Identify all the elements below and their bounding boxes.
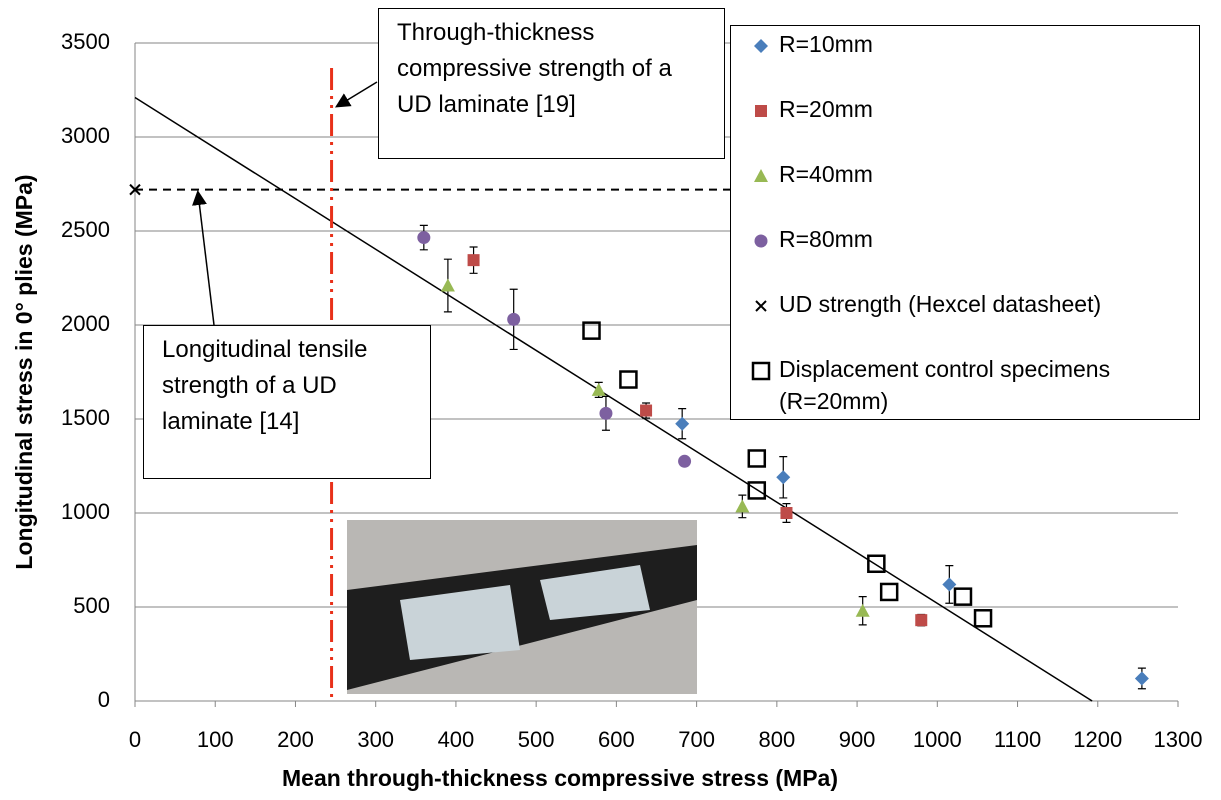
legend-entry: R=40mm: [751, 158, 1199, 223]
y-tick-label: 3500: [61, 29, 110, 54]
x-tick-label: 500: [518, 727, 555, 752]
legend-label: R=10mm: [779, 28, 873, 60]
marker: [856, 604, 870, 617]
marker: [753, 363, 769, 379]
legend-marker: [751, 296, 771, 316]
marker: [754, 169, 768, 182]
y-tick-label: 1000: [61, 499, 110, 524]
marker: [881, 584, 897, 600]
x-axis-label: Mean through-thickness compressive stres…: [282, 765, 838, 791]
marker: [915, 614, 927, 626]
marker: [735, 499, 749, 512]
legend-marker: [751, 101, 771, 121]
legend-label: R=80mm: [779, 223, 873, 255]
marker: [755, 235, 768, 248]
arrow: [338, 82, 377, 106]
legend-entry: R=80mm: [751, 223, 1199, 288]
x-tick-label: 200: [277, 727, 314, 752]
legend-marker: [751, 361, 771, 381]
x-tick-label: 100: [197, 727, 234, 752]
marker: [441, 279, 455, 292]
y-axis-label: Longitudinal stress in 0° plies (MPa): [11, 174, 37, 569]
marker: [640, 405, 652, 417]
marker: [599, 407, 612, 420]
x-tick-label: 800: [758, 727, 795, 752]
y-tick-label: 2500: [61, 217, 110, 242]
marker: [468, 254, 480, 266]
marker: [776, 470, 790, 484]
legend-label: R=20mm: [779, 93, 873, 125]
legend-entry: Displacement control specimens (R=20mm): [751, 353, 1199, 418]
x-tick-label: 1200: [1073, 727, 1122, 752]
x-tick-label: 0: [129, 727, 141, 752]
x-tick-label: 1100: [994, 727, 1041, 752]
marker: [868, 556, 884, 572]
x-tick-label: 600: [598, 727, 635, 752]
legend-entry: UD strength (Hexcel datasheet): [751, 288, 1199, 353]
x-tick-label: 1000: [913, 727, 962, 752]
marker: [507, 313, 520, 326]
legend-marker: [751, 166, 771, 186]
marker: [749, 450, 765, 466]
legend: R=10mm R=20mm R=40mm R=80mm UD strength (Hex…: [730, 25, 1200, 420]
x-tick-label: 1300: [1154, 727, 1203, 752]
y-tick-label: 500: [73, 593, 110, 618]
y-tick-label: 3000: [61, 123, 110, 148]
marker: [620, 372, 636, 388]
y-tick-label: 1500: [61, 405, 110, 430]
x-tick-label: 900: [839, 727, 876, 752]
legend-label: R=40mm: [779, 158, 873, 190]
marker: [755, 105, 767, 117]
marker: [1135, 671, 1149, 685]
legend-label: Displacement control specimens (R=20mm): [779, 353, 1189, 417]
marker: [780, 507, 792, 519]
y-tick-label: 0: [98, 687, 110, 712]
marker: [754, 39, 768, 53]
legend-marker: [751, 231, 771, 251]
x-tick-label: 700: [678, 727, 715, 752]
legend-entry: R=10mm: [751, 28, 1199, 93]
x-tick-label: 400: [438, 727, 475, 752]
marker: [678, 455, 691, 468]
marker: [756, 301, 766, 311]
legend-label: UD strength (Hexcel datasheet): [779, 288, 1101, 320]
x-tick-label: 300: [357, 727, 394, 752]
photo-inset: [347, 520, 697, 694]
legend-entry: R=20mm: [751, 93, 1199, 158]
annotation: Longitudinal tensile strength of a UD la…: [143, 325, 431, 479]
marker: [955, 589, 971, 605]
marker: [417, 231, 430, 244]
legend-marker: [751, 36, 771, 56]
marker: [592, 383, 606, 396]
marker: [975, 610, 991, 626]
arrow: [198, 193, 214, 325]
y-tick-label: 2000: [61, 311, 110, 336]
chart: Mean through-thickness compressive stres…: [0, 0, 1221, 800]
annotation: Through-thickness compressive strength o…: [378, 8, 725, 159]
